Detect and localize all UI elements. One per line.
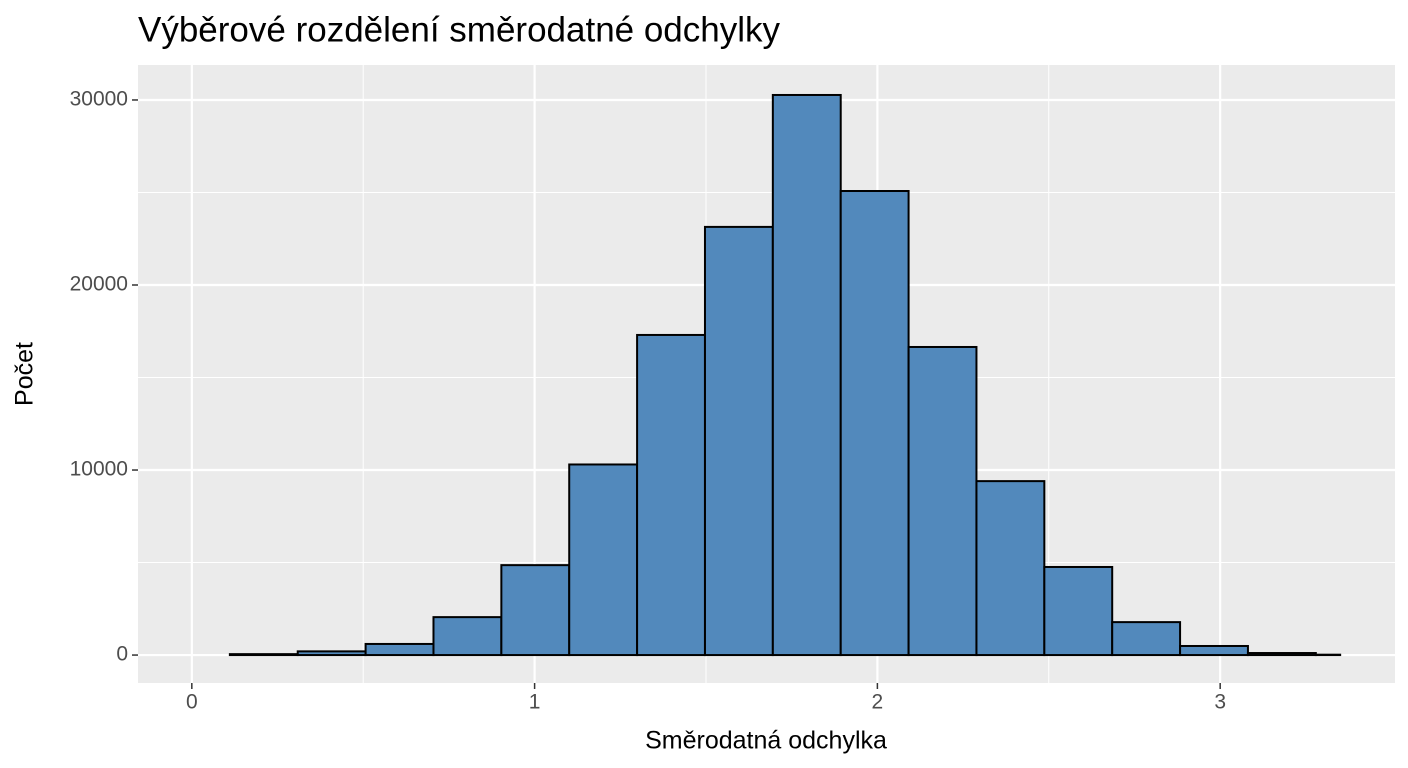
y-tick-label: 30000 — [70, 88, 128, 111]
bar — [771, 93, 842, 657]
bar — [228, 653, 299, 657]
bar — [839, 190, 910, 657]
bars — [228, 93, 1342, 657]
y-tick-label: 0 — [116, 643, 128, 666]
x-tick-label: 2 — [872, 691, 884, 714]
bar — [1111, 621, 1182, 657]
x-tick-label: 1 — [529, 691, 541, 714]
y-tick-label: 20000 — [70, 273, 128, 296]
x-tick-label: 0 — [186, 691, 198, 714]
y-tick-label: 10000 — [70, 458, 128, 481]
x-tick-label: 3 — [1214, 691, 1226, 714]
bar — [1179, 644, 1249, 657]
bar — [636, 333, 706, 657]
bar — [500, 564, 571, 657]
x-axis-title: Směrodatná odchylka — [645, 727, 887, 755]
bar — [975, 480, 1046, 657]
chart-title: Výběrové rozdělení směrodatné odchylky — [138, 10, 781, 49]
y-axis-title: Počet — [11, 342, 39, 406]
bar — [432, 616, 503, 657]
bar — [1043, 565, 1114, 657]
bar — [296, 650, 367, 657]
bar — [568, 463, 639, 657]
bar — [1246, 652, 1317, 657]
ticks: 0 1 2 3 0 10000 20000 30000 — [70, 88, 1226, 714]
bar — [703, 225, 774, 657]
bar — [364, 642, 435, 657]
bar — [907, 345, 978, 657]
